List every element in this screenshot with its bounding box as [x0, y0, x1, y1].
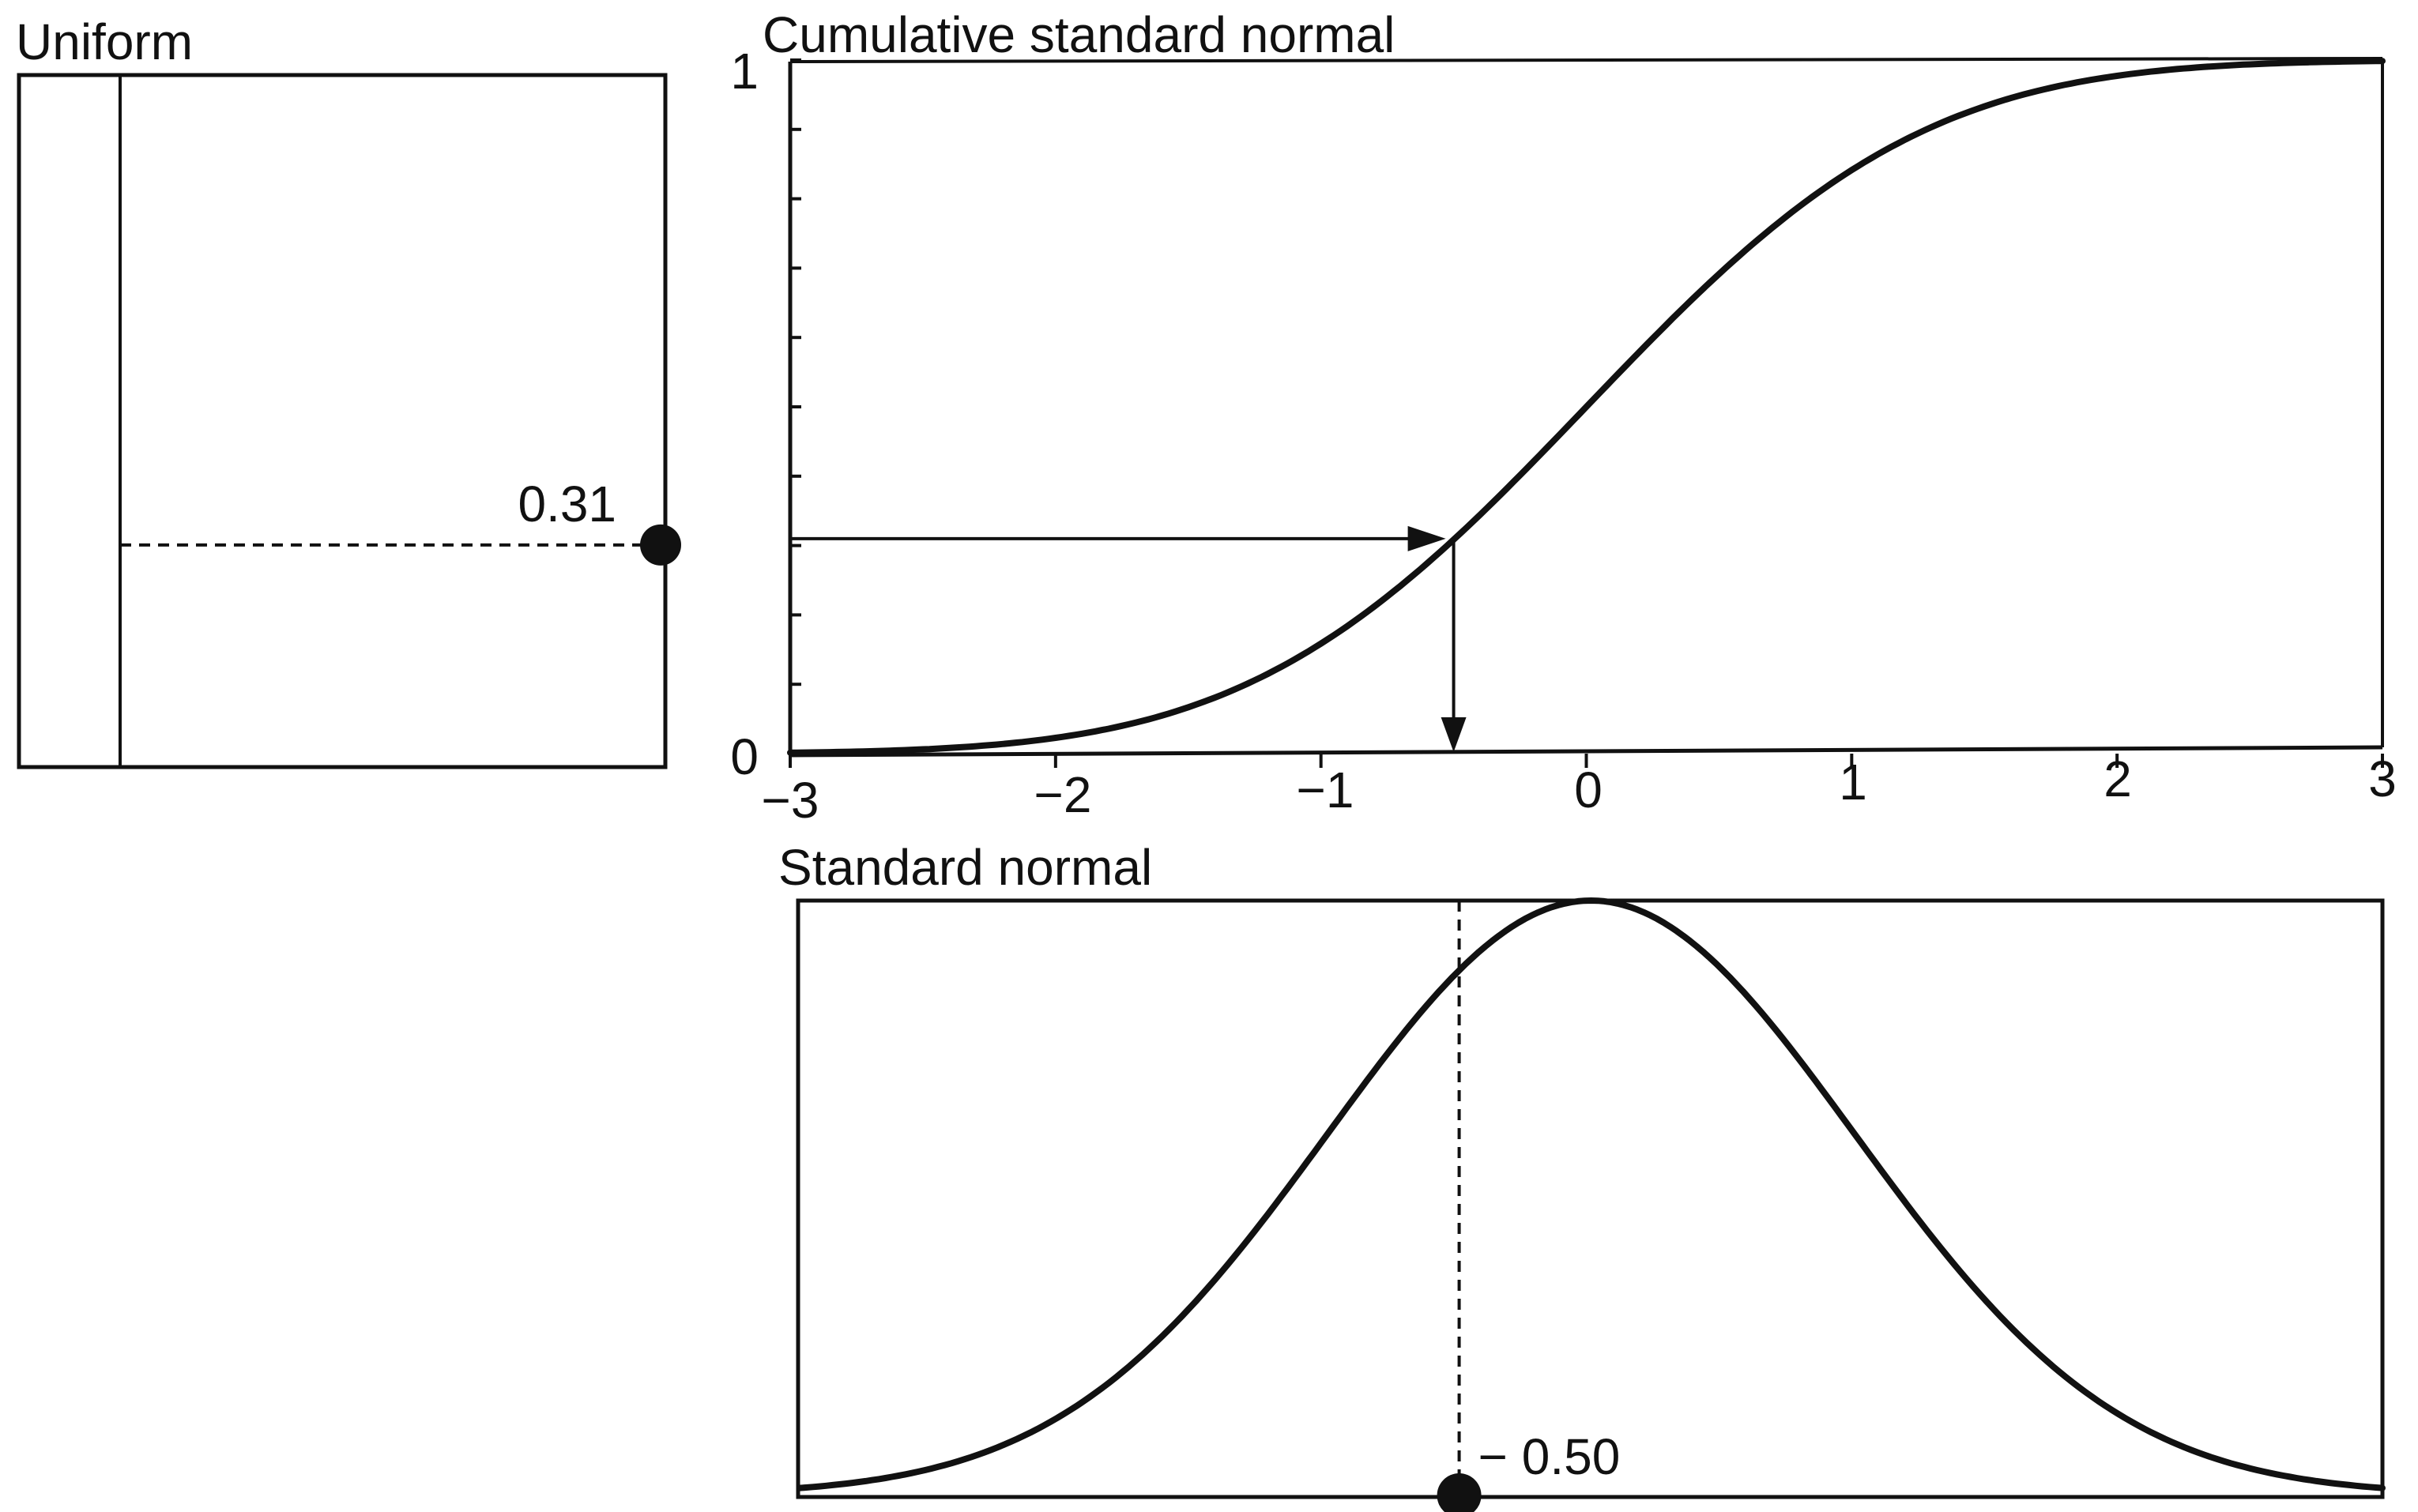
uniform-frame	[17, 73, 668, 769]
cdf-x-tick-label-1: 1	[1839, 754, 1867, 811]
pdf-sample-label: − 0.50	[1478, 1428, 1621, 1485]
cdf-x-tick-label-2: 2	[2104, 750, 2132, 807]
uniform-sample-point	[640, 524, 681, 566]
cdf-x-ticks	[789, 754, 2384, 768]
uniform-sample-label: 0.31	[518, 476, 616, 532]
uniform-title: Uniform	[16, 13, 193, 70]
cdf-x-tick-label-minus-1: −1	[1297, 762, 1354, 818]
uniform-panel: Uniform 0.31	[16, 13, 681, 769]
cdf-x-tick-label-3: 3	[2368, 750, 2397, 807]
cdf-y-tick-label-0: 0	[730, 728, 759, 785]
cdf-horizontal-arrowhead	[1407, 525, 1446, 551]
cdf-vertical-arrowhead	[1441, 717, 1467, 752]
cdf-curve	[787, 58, 2386, 756]
cdf-title: Cumulative standard normal	[763, 6, 1395, 63]
cdf-x-tick-label-0: 0	[1574, 762, 1603, 818]
pdf-title: Standard normal	[778, 839, 1152, 896]
pdf-panel: Standard normal − 0.50	[778, 839, 2386, 1512]
pdf-frame	[796, 898, 2385, 1499]
cdf-y-tick-label-1: 1	[730, 43, 759, 100]
cdf-x-tick-label-minus-3: −3	[762, 772, 819, 829]
cdf-x-tick-label-minus-2: −2	[1034, 766, 1092, 823]
cdf-panel: Cumulative standard normal 1 0 −3 −2 −1 …	[730, 6, 2396, 829]
pdf-sample-point	[1437, 1473, 1482, 1512]
cdf-top-edge	[789, 57, 2383, 63]
pdf-curve	[797, 897, 2386, 1491]
